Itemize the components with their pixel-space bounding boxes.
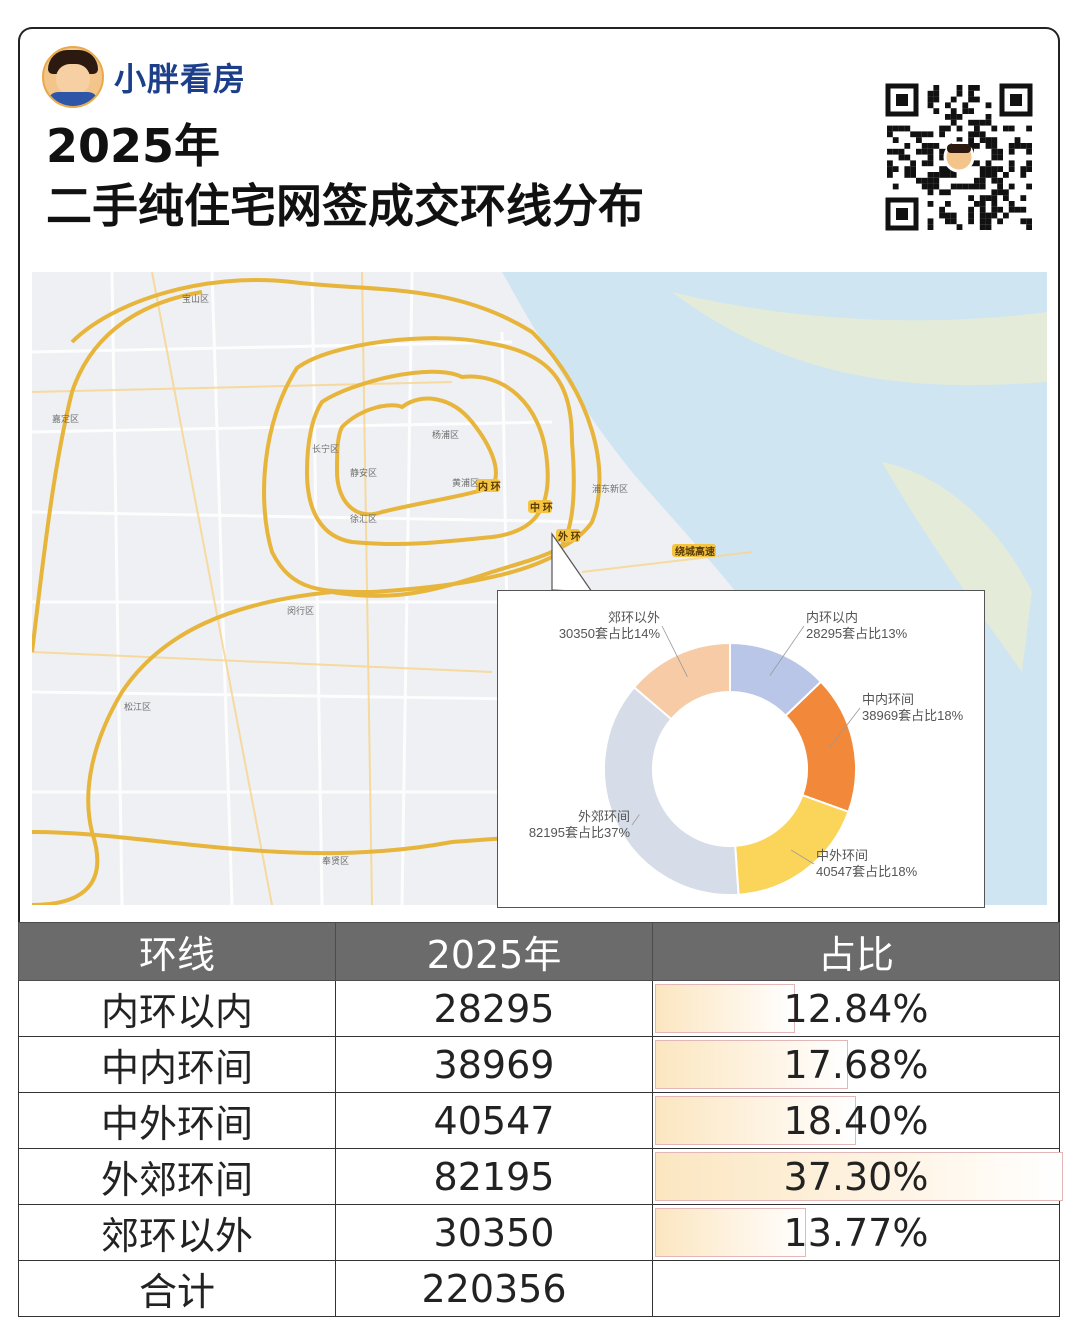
share-bar (655, 1040, 849, 1089)
donut-slice (603, 685, 740, 896)
title-subject: 二手纯住宅网签成交环线分布 (46, 179, 644, 233)
ring-name: 郊环以外 (18, 1204, 336, 1261)
col-header-share: 占比 (652, 922, 1060, 981)
map-place-label: 长宁区 (312, 443, 339, 454)
map-label-highway: 绕城高速 (675, 545, 715, 558)
map-place-label: 松江区 (124, 701, 151, 712)
page-title: 2025年 二手纯住宅网签成交环线分布 (46, 116, 644, 236)
map-place-label: 宝山区 (182, 293, 209, 304)
table-header: 环线 2025年 占比 (18, 922, 1060, 981)
leader-line (790, 849, 815, 865)
ring-name: 内环以内 (18, 980, 336, 1037)
share-value: 18.40% (783, 1098, 929, 1143)
table-row: 中内环间 38969 17.68% (18, 1036, 1060, 1093)
data-table: 环线 2025年 占比 内环以内 28295 12.84% 中内环间 38969 17.6… (18, 922, 1063, 1317)
map-place-label: 黄浦区 (452, 477, 479, 488)
share-value: 12.84% (783, 986, 929, 1031)
col-header-ring: 环线 (18, 922, 336, 981)
map-place-label: 嘉定区 (52, 413, 79, 424)
slice-value-label: 30350套占比14% (559, 626, 661, 641)
table-row: 郊环以外 30350 13.77% (18, 1204, 1060, 1261)
slice-category-label: 外郊环间 (578, 809, 630, 824)
deal-count: 28295 (335, 980, 653, 1037)
share-value: 37.30% (783, 1154, 929, 1199)
ring-name: 中内环间 (18, 1036, 336, 1093)
total-row: 合计 220356 (18, 1260, 1060, 1317)
qr-code-icon[interactable] (884, 82, 1034, 232)
leader-line (769, 625, 805, 676)
share-bar (655, 1208, 806, 1257)
donut-slice (734, 793, 850, 896)
slice-category-label: 中内环间 (862, 692, 914, 707)
map-place-label: 浦东新区 (592, 483, 628, 494)
share-cell: 13.77% (652, 1204, 1060, 1261)
map-place-label: 静安区 (350, 467, 377, 478)
total-label: 合计 (18, 1260, 336, 1317)
leader-line (661, 625, 688, 678)
ring-name: 中外环间 (18, 1092, 336, 1149)
map-place-label: 杨浦区 (432, 429, 459, 440)
donut-chart-panel: 内环以内 28295套占比13% 中内环间 38969套占比18% 中外环间 40547套… (497, 590, 985, 908)
share-cell: 37.30% (652, 1148, 1063, 1205)
deal-count: 40547 (335, 1092, 653, 1149)
map-place-label: 奉贤区 (322, 855, 349, 866)
leader-line (631, 814, 640, 826)
map-label-middle-ring: 中 环 (530, 501, 553, 514)
share-cell: 12.84% (652, 980, 1060, 1037)
total-count: 220356 (335, 1260, 653, 1317)
total-share (652, 1260, 1060, 1317)
brand: 小胖看房 (42, 46, 247, 108)
deal-count: 82195 (335, 1148, 653, 1205)
map-place-label: 徐汇区 (350, 513, 377, 524)
donut-slice (632, 641, 731, 721)
map-place-label: 闵行区 (287, 605, 314, 616)
share-cell: 17.68% (652, 1036, 1060, 1093)
share-cell: 18.40% (652, 1092, 1060, 1149)
share-bar (655, 1096, 857, 1145)
slice-value-label: 28295套占比13% (806, 626, 908, 641)
share-bar (655, 984, 796, 1033)
slice-category-label: 内环以内 (806, 610, 858, 625)
share-bar (655, 1152, 1063, 1201)
title-year: 2025年 (46, 119, 221, 173)
table-row: 内环以内 28295 12.84% (18, 980, 1060, 1037)
slice-value-label: 82195套占比37% (529, 825, 631, 840)
table-row: 外郊环间 82195 37.30% (18, 1148, 1063, 1205)
map-label-outer-ring: 外 环 (557, 530, 581, 543)
slice-category-label: 中外环间 (816, 848, 868, 863)
share-value: 13.77% (783, 1210, 929, 1255)
col-header-year: 2025年 (335, 922, 653, 981)
leader-line (828, 707, 861, 749)
slice-category-label: 郊环以外 (608, 610, 660, 625)
brand-name: 小胖看房 (114, 60, 247, 98)
deal-count: 30350 (335, 1204, 653, 1261)
slice-value-label: 38969套占比18% (862, 708, 964, 723)
map-label-inner-ring: 内 环 (478, 480, 501, 493)
slice-value-label: 40547套占比18% (816, 864, 918, 879)
table-row: 中外环间 40547 18.40% (18, 1092, 1060, 1149)
cartoon-avatar-icon (42, 46, 104, 108)
ring-name: 外郊环间 (18, 1148, 336, 1205)
share-value: 17.68% (783, 1042, 929, 1087)
deal-count: 38969 (335, 1036, 653, 1093)
